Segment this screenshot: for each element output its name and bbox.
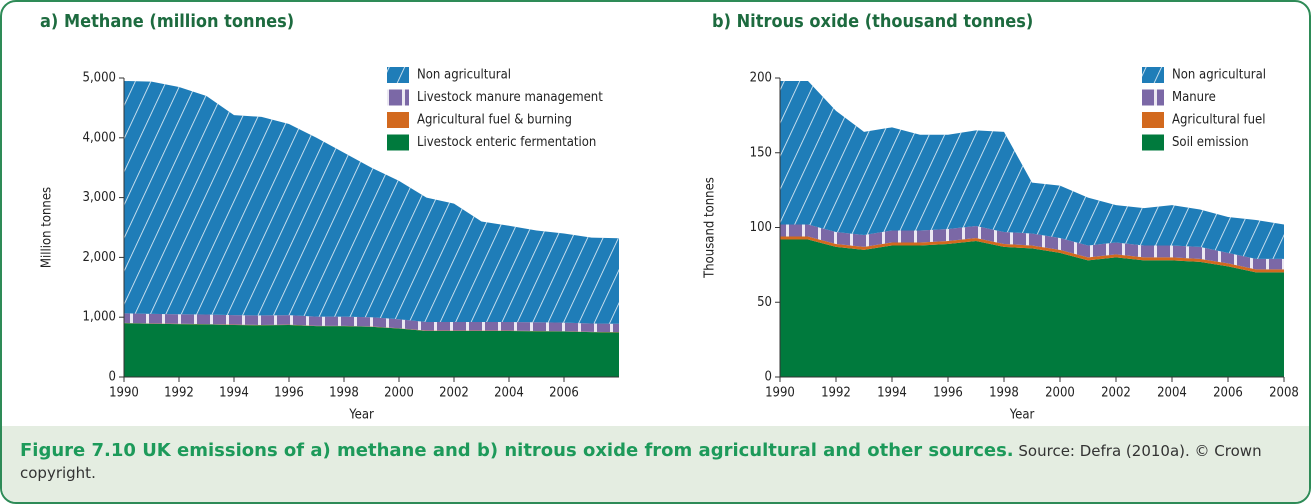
legend-label: Soil emission — [1172, 135, 1249, 150]
legend-swatch — [387, 112, 409, 128]
x-tick-label: 2008 — [1269, 386, 1299, 401]
legend-stripe — [387, 89, 409, 106]
x-tick-label: 1996 — [933, 386, 963, 401]
caption-source: Source: Defra (2010a). © Crown copyright… — [20, 442, 1262, 482]
y-tick-label: 100 — [750, 220, 772, 235]
legend-label: Agricultural fuel & burning — [417, 113, 572, 128]
area-hatch — [124, 80, 619, 324]
y-tick-label: 0 — [765, 370, 772, 385]
y-tick-label: 50 — [757, 295, 772, 310]
x-axis-label: Year — [1009, 408, 1035, 423]
legend-hatch — [387, 67, 409, 83]
x-tick-label: 2006 — [549, 386, 579, 401]
legend-swatch — [1142, 134, 1164, 151]
legend-label: Livestock manure management — [417, 90, 603, 105]
y-tick-label: 200 — [750, 71, 772, 86]
area — [780, 236, 1284, 273]
legend-label: Non agricultural — [1172, 68, 1266, 83]
x-tick-label: 2004 — [494, 386, 524, 401]
chart-title: a) Methane (million tonnes) — [40, 11, 294, 32]
legend-stripe — [1142, 89, 1164, 106]
x-tick-label: 2002 — [1101, 386, 1131, 401]
x-tick-label: 2004 — [1157, 386, 1187, 401]
legend-swatch — [387, 134, 409, 151]
y-tick-label: 4,000 — [83, 130, 116, 145]
x-tick-label: 1998 — [329, 386, 359, 401]
area — [124, 322, 619, 333]
x-tick-label: 1992 — [821, 386, 851, 401]
x-tick-label: 2000 — [1045, 386, 1075, 401]
x-tick-label: 1990 — [765, 386, 795, 401]
x-tick-label: 1994 — [877, 386, 907, 401]
y-axis-label: Thousand tonnes — [703, 177, 718, 279]
legend-hatch — [1142, 67, 1164, 83]
x-axis-label: Year — [348, 408, 374, 423]
y-tick-label: 150 — [750, 145, 772, 160]
y-tick-label: 2,000 — [83, 250, 116, 265]
chart-title: b) Nitrous oxide (thousand tonnes) — [712, 11, 1033, 32]
area-stripe — [780, 224, 1284, 270]
legend-label: Livestock enteric fermentation — [417, 135, 596, 150]
y-axis-label: Million tonnes — [40, 187, 55, 268]
area — [124, 323, 619, 377]
legend-label: Agricultural fuel — [1172, 113, 1265, 128]
legend-label: Non agricultural — [417, 68, 511, 83]
x-tick-label: 2002 — [439, 386, 469, 401]
y-tick-label: 1,000 — [83, 310, 116, 325]
y-tick-label: 0 — [109, 370, 116, 385]
x-tick-label: 1998 — [989, 386, 1019, 401]
x-tick-label: 1994 — [219, 386, 249, 401]
x-tick-label: 1990 — [109, 386, 139, 401]
y-tick-label: 3,000 — [83, 190, 116, 205]
x-tick-label: 2000 — [384, 386, 414, 401]
area-hatch — [780, 80, 1284, 259]
legend-label: Manure — [1172, 90, 1216, 105]
x-tick-label: 1996 — [274, 386, 304, 401]
area-stripe — [124, 313, 619, 333]
x-tick-label: 1992 — [164, 386, 194, 401]
charts: a) Methane (million tonnes) 0 1,000 2,000 3,… — [40, 11, 1299, 423]
caption: Figure 7.10 UK emissions of a) methane a… — [2, 426, 1309, 502]
legend-swatch — [1142, 112, 1164, 128]
caption-title: Figure 7.10 UK emissions of a) methane a… — [20, 440, 1014, 461]
area — [780, 239, 1284, 377]
y-tick-label: 5,000 — [83, 71, 116, 86]
x-tick-label: 2006 — [1213, 386, 1243, 401]
